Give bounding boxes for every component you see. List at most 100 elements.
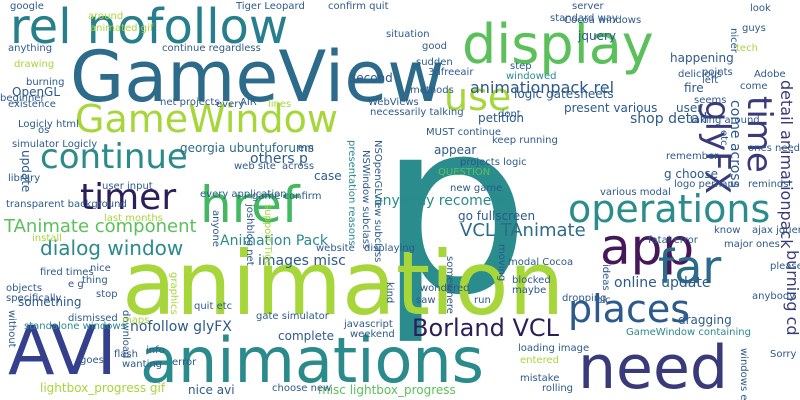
word: far: [658, 240, 722, 294]
word: quit etc: [194, 301, 233, 312]
word: href: [200, 176, 300, 234]
word: know: [714, 225, 741, 236]
word: Sorry: [770, 349, 797, 360]
word: ajax jquery: [752, 225, 800, 236]
word: Animation Pack: [220, 233, 329, 249]
word: error: [172, 357, 197, 368]
word: images misc: [258, 253, 346, 269]
word: new game: [450, 183, 503, 194]
word: javascript: [344, 319, 393, 330]
word: look: [750, 3, 771, 14]
word: second: [350, 71, 393, 85]
word: come: [740, 81, 768, 92]
word: Tiger Leopard: [236, 1, 305, 12]
word: use: [444, 75, 512, 119]
word: AVI: [8, 312, 117, 391]
word: time: [739, 96, 779, 173]
word: across: [282, 161, 315, 172]
word: burning cd: [783, 250, 800, 336]
word: complete: [278, 329, 335, 343]
word: keep running: [492, 135, 558, 146]
word: need: [578, 333, 728, 400]
word: Cocoa windows: [564, 15, 642, 26]
word: NSWindow subclass: [360, 150, 371, 250]
word: logo perhaps: [674, 179, 739, 190]
word: dont: [498, 109, 521, 120]
word: choose new: [272, 383, 332, 394]
word: logic gate: [514, 87, 574, 101]
word: stop: [96, 289, 118, 300]
word: maps: [122, 315, 150, 326]
word: ones need: [748, 143, 800, 154]
word: good: [422, 41, 447, 52]
word: dismissed: [68, 313, 118, 324]
word: dialog window: [40, 236, 184, 260]
word: delicious: [678, 69, 722, 80]
word: server: [572, 1, 604, 12]
word: go fullscreen: [458, 209, 536, 223]
word: presentation reasons: [346, 140, 357, 246]
word: thing: [82, 275, 108, 286]
word: run: [474, 295, 491, 306]
word: last months: [104, 213, 163, 224]
word: weekend: [350, 329, 395, 340]
word: windows e: [738, 348, 749, 400]
word: etc: [718, 130, 729, 146]
word: present various: [564, 101, 658, 115]
word: continue: [40, 137, 188, 177]
word: objects: [6, 283, 43, 294]
word: nice: [90, 263, 111, 274]
word: somewhere: [444, 256, 455, 314]
word: Logicly html: [18, 119, 79, 130]
word: QUESTION: [438, 167, 491, 178]
word: every application: [200, 189, 287, 200]
word: moving: [496, 244, 507, 282]
word: come across: [727, 100, 743, 188]
word: joshblog net: [244, 204, 255, 266]
word: windowed: [506, 71, 557, 82]
word: Borland VCL: [412, 314, 560, 342]
word: plc: [596, 295, 611, 306]
word: tech: [736, 43, 758, 54]
word: user input: [102, 181, 153, 192]
word: online update: [614, 275, 711, 291]
word: please: [770, 261, 800, 272]
word: drawing: [14, 59, 55, 70]
word: nofollow glyFX: [130, 319, 232, 335]
word: remember: [666, 151, 719, 162]
word: net projects: [160, 97, 220, 108]
word: VCL TAnimate: [460, 220, 586, 241]
word: taking around: [690, 115, 760, 126]
word: methods: [410, 85, 454, 96]
word: user: [676, 101, 703, 115]
word: ideas: [600, 264, 611, 291]
word: saw: [416, 295, 436, 306]
word: animated gif: [90, 23, 154, 34]
word: something: [18, 295, 82, 309]
word: others p: [250, 151, 308, 167]
word: seems: [694, 95, 727, 106]
word: google: [10, 1, 44, 12]
word: happening: [670, 51, 734, 65]
word: GameView: [70, 36, 445, 118]
word: app: [600, 218, 695, 276]
word: animations: [140, 324, 484, 397]
word: g choose: [664, 167, 718, 181]
word: fatal error: [648, 235, 698, 246]
word: e g: [68, 279, 84, 290]
word: entered: [520, 355, 559, 366]
word: specifically: [6, 293, 62, 304]
word: projects logic: [460, 157, 527, 168]
word: shop detail: [630, 111, 708, 127]
word: displaying: [364, 243, 415, 254]
word: major ones: [724, 239, 780, 250]
word: burning: [26, 77, 65, 88]
word: around: [88, 11, 124, 22]
word: existence: [8, 99, 56, 110]
word: petition: [478, 111, 525, 125]
word: every: [216, 99, 245, 110]
word: wanting: [122, 359, 163, 370]
word: dragging: [678, 313, 732, 327]
word: game confirm: [252, 191, 322, 202]
